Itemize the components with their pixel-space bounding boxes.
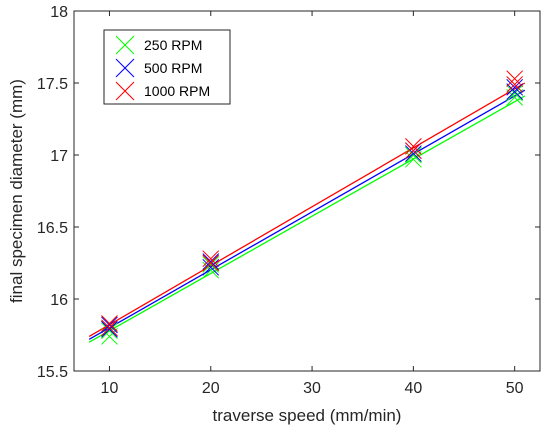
y-tick-label: 16.5 — [37, 220, 68, 237]
data-point-series-2 — [405, 138, 422, 155]
fit-line-series-1 — [88, 89, 526, 340]
data-point-series-0 — [405, 146, 422, 164]
data-point-series-2 — [101, 319, 118, 337]
data-point-series-2 — [202, 250, 220, 268]
x-tick-label: 40 — [404, 380, 422, 397]
x-axis-ticks: 10 20 30 40 50 — [101, 11, 524, 397]
legend-item-series-1: 500 RPM — [115, 58, 202, 78]
data-point-series-0 — [101, 322, 118, 340]
data-point-series-2 — [101, 315, 118, 332]
legend-label: 1000 RPM — [144, 83, 210, 99]
data-point-series-0 — [405, 150, 422, 168]
legend-item-series-0: 250 RPM — [115, 35, 202, 55]
y-tick-label: 18 — [50, 4, 68, 21]
x-tick-label: 30 — [303, 380, 321, 397]
y-axis-label: final specimen diameter (mm) — [7, 79, 26, 303]
legend-label: 500 RPM — [144, 60, 202, 76]
y-tick-label: 17.5 — [37, 76, 68, 93]
data-point-series-1 — [506, 78, 524, 96]
legend-item-series-2: 1000 RPM — [115, 81, 210, 101]
legend-label: 250 RPM — [144, 37, 202, 53]
data-point-series-2 — [506, 76, 524, 93]
plot-area-frame — [73, 10, 541, 372]
data-point-series-1 — [506, 83, 524, 100]
data-point-series-0 — [202, 261, 220, 279]
data-markers — [101, 70, 524, 345]
data-point-series-1 — [405, 145, 422, 162]
y-tick-label: 16 — [50, 292, 68, 309]
legend-marker — [115, 81, 135, 101]
y-tick-label: 17 — [50, 148, 68, 165]
data-point-series-1 — [202, 253, 220, 270]
data-point-series-0 — [202, 256, 220, 273]
legend: 250 RPM 500 RPM 1000 RPM — [103, 29, 231, 105]
data-point-series-0 — [101, 328, 118, 345]
x-tick-label: 50 — [506, 380, 524, 397]
data-point-series-1 — [101, 320, 118, 338]
data-point-series-2 — [202, 254, 220, 272]
data-point-series-2 — [506, 70, 524, 88]
data-point-series-2 — [405, 142, 422, 160]
data-point-series-1 — [101, 316, 118, 334]
y-axis-ticks: 15.5 16 16.5 17 17.5 18 — [37, 4, 540, 381]
x-tick-label: 20 — [202, 380, 220, 397]
y-tick-label: 15.5 — [37, 364, 68, 381]
x-tick-label: 10 — [101, 380, 119, 397]
data-point-series-0 — [506, 84, 524, 102]
fit-lines — [88, 82, 526, 343]
fit-line-series-2 — [88, 82, 526, 338]
fit-line-series-0 — [88, 95, 526, 343]
x-axis-label: traverse speed (mm/min) — [213, 406, 402, 425]
data-point-series-1 — [202, 258, 220, 276]
legend-marker — [115, 35, 135, 55]
legend-marker — [115, 58, 135, 78]
